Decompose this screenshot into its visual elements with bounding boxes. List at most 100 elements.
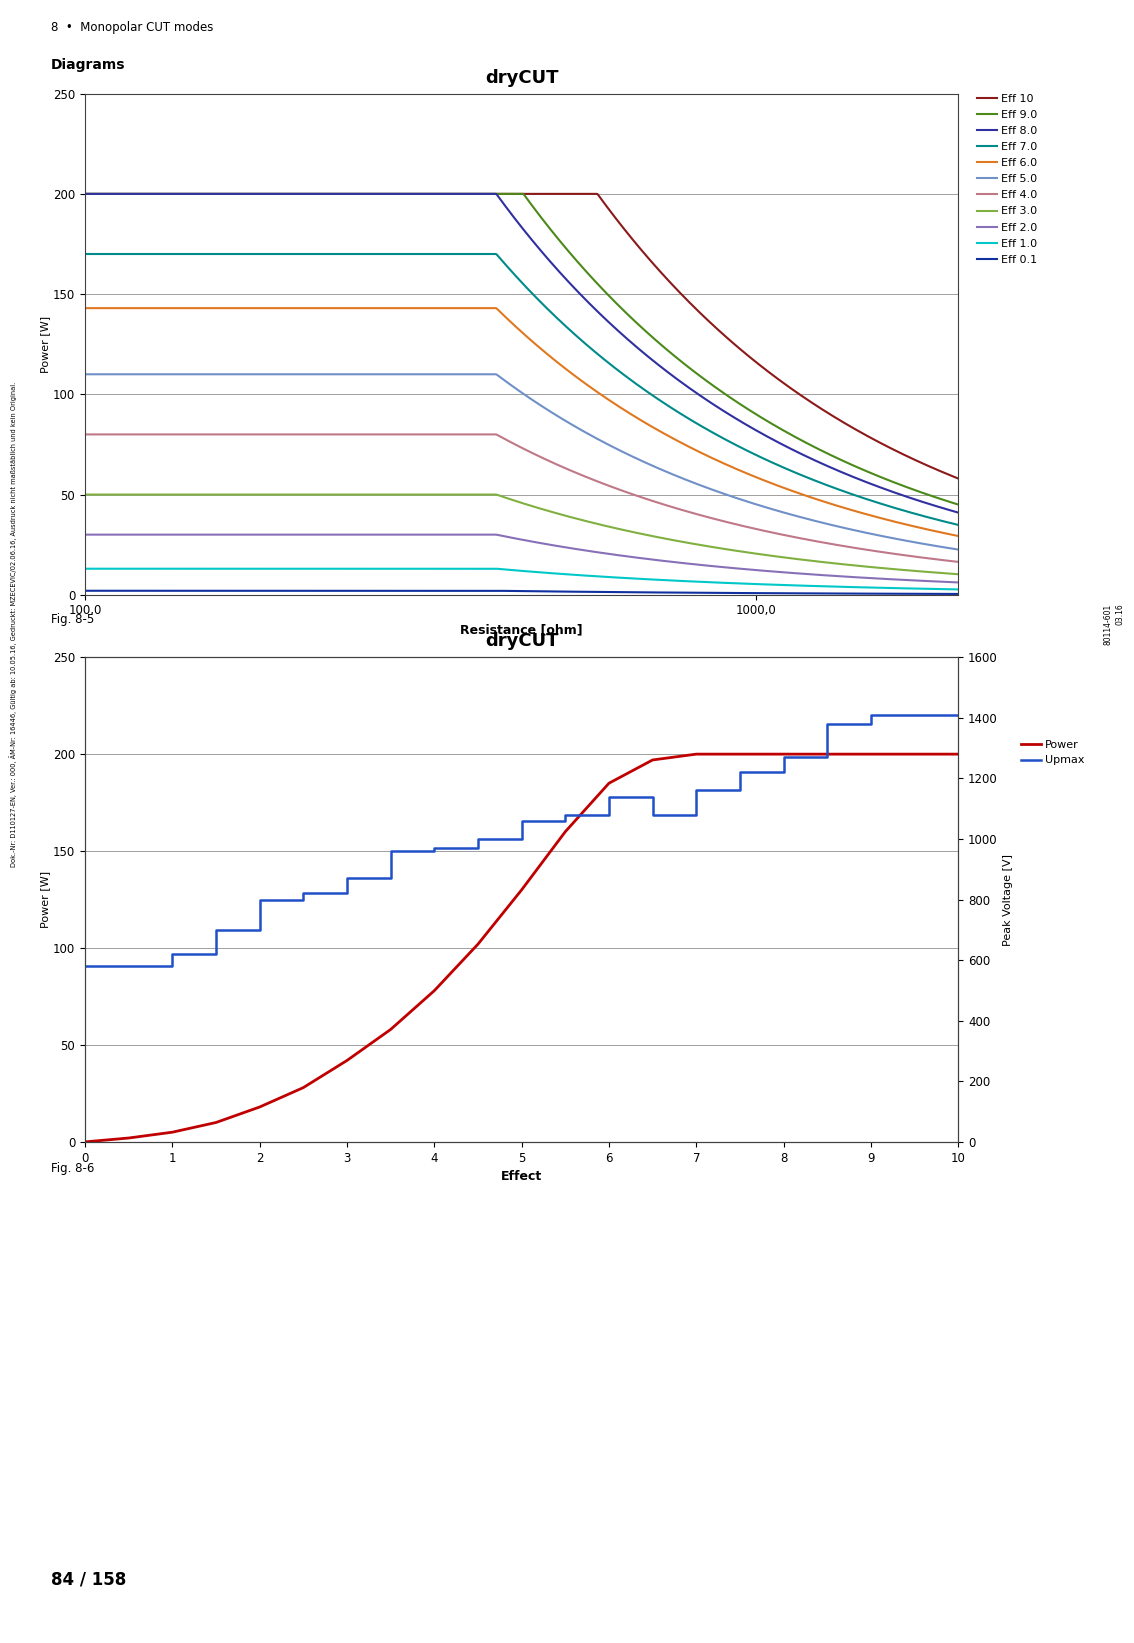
Y-axis label: Power [W]: Power [W] [41,315,50,373]
Upmax [297,884,311,904]
Eff 4.0 [608,478,621,498]
Eff 2.0 [830,567,844,587]
Eff 4.0 [741,518,754,537]
Power [689,744,703,764]
Line: Eff 2.0: Eff 2.0 [85,534,958,582]
Eff 3.0 [608,518,621,537]
Upmax [166,945,179,964]
Eff 2.0 [635,549,649,568]
Eff 8.0 [585,296,599,315]
Line: Power: Power [85,754,958,1142]
Eff 4.0 [635,488,649,508]
Eff 10 [830,409,844,429]
Eff 7.0 [132,245,145,265]
Power [907,744,921,764]
Upmax [383,841,398,861]
Eff 6.0 [830,496,844,516]
Eff 2.0 [78,524,92,544]
Eff 2.0 [951,572,965,591]
Eff 9.0 [132,184,145,204]
Power [210,1112,223,1132]
Eff 3.0 [585,513,599,532]
Eff 1.0 [585,567,599,587]
Eff 5.0 [635,450,649,470]
Line: Eff 4.0: Eff 4.0 [85,434,958,562]
Power [166,1122,179,1142]
Upmax [210,920,223,940]
Line: Upmax: Upmax [85,715,958,966]
Upmax [821,748,835,767]
Eff 1.0 [608,567,621,587]
Power [602,774,616,794]
Eff 10 [585,184,599,204]
Eff 1.0 [951,580,965,600]
Eff 0.1 [132,582,145,601]
Eff 5.0 [132,365,145,384]
Line: Eff 1.0: Eff 1.0 [85,568,958,590]
Eff 6.0 [608,394,621,414]
Eff 7.0 [951,514,965,534]
Upmax [689,805,703,825]
Eff 4.0 [585,470,599,490]
Power [733,744,746,764]
X-axis label: Effect: Effect [501,1170,542,1183]
X-axis label: Resistance [ohm]: Resistance [ohm] [460,623,583,636]
Upmax [777,748,790,767]
Upmax [428,838,441,858]
Eff 0.1 [830,583,844,603]
Eff 2.0 [608,545,621,565]
Eff 8.0 [608,319,621,338]
Eff 10 [741,345,754,365]
Eff 9.0 [635,317,649,337]
Power [340,1050,354,1070]
Title: dryCUT: dryCUT [485,633,558,651]
Eff 3.0 [830,554,844,573]
Upmax [166,956,179,976]
Eff 6.0 [78,299,92,319]
Eff 0.1 [635,583,649,603]
Power [821,744,835,764]
Power [646,751,660,771]
Upmax [907,705,921,725]
Upmax [602,787,616,807]
Line: Eff 0.1: Eff 0.1 [85,591,958,593]
Eff 5.0 [951,539,965,559]
Eff 4.0 [78,424,92,444]
Eff 1.0 [78,559,92,578]
Upmax [821,715,835,734]
Upmax [78,956,92,976]
Eff 5.0 [608,439,621,458]
Text: 80114-601
03.16: 80114-601 03.16 [1103,603,1125,646]
Y-axis label: Power [W]: Power [W] [41,871,50,928]
Power [253,1098,266,1117]
Upmax [602,805,616,825]
Eff 0.1 [78,582,92,601]
Upmax [646,787,660,807]
Power [297,1078,311,1098]
Line: Eff 8.0: Eff 8.0 [85,194,958,513]
Text: Fig. 8-6: Fig. 8-6 [51,1162,94,1175]
Eff 8.0 [132,184,145,204]
Upmax [340,869,354,889]
Line: Eff 7.0: Eff 7.0 [85,255,958,524]
Power [383,1020,398,1040]
Eff 9.0 [608,292,621,312]
Eff 3.0 [741,542,754,562]
Upmax [383,869,398,889]
Upmax [559,812,573,831]
Eff 1.0 [830,577,844,596]
Eff 6.0 [585,378,599,398]
Eff 0.1 [951,583,965,603]
Upmax [340,884,354,904]
Eff 7.0 [830,480,844,499]
Eff 3.0 [132,485,145,504]
Eff 10 [78,184,92,204]
Eff 0.1 [585,582,599,601]
Eff 3.0 [78,485,92,504]
Eff 10 [608,207,621,227]
Power [472,935,485,955]
Upmax [472,830,485,849]
Eff 10 [635,240,649,260]
Line: Eff 5.0: Eff 5.0 [85,375,958,549]
Upmax [646,805,660,825]
